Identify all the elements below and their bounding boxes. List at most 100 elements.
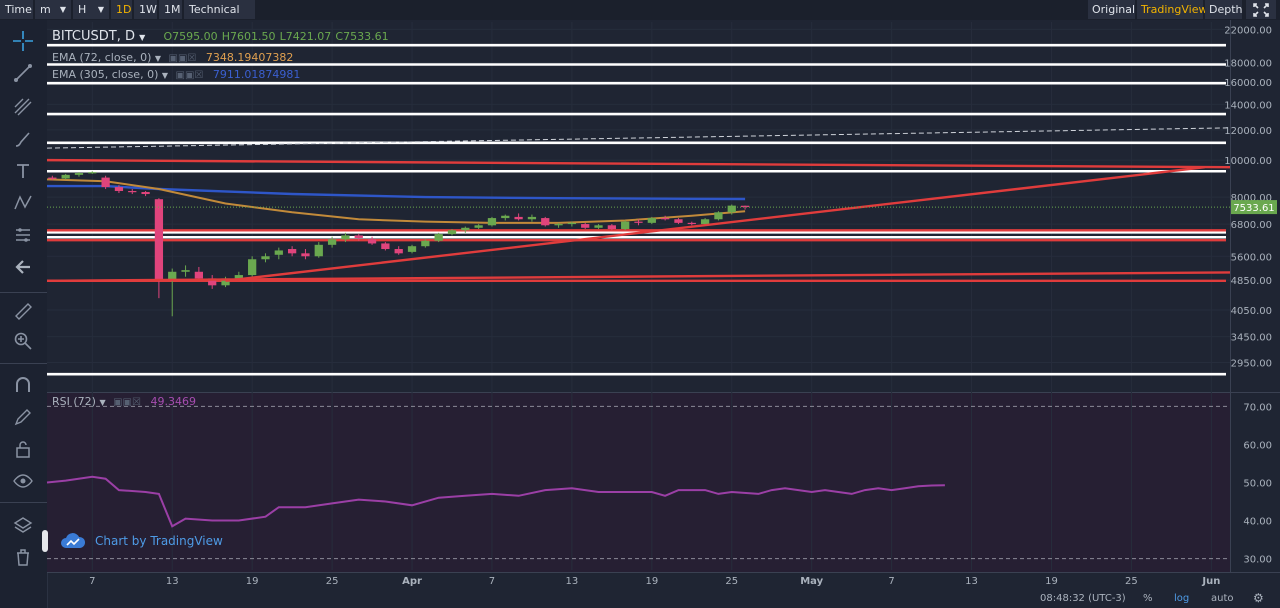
price-tick-label: 6800.00 [1231,220,1272,231]
price-tick-label: 18000.00 [1224,59,1272,70]
rsi-value: 49.3469 [150,395,196,408]
trash-icon [17,549,29,566]
time-tick-label: Jun [1201,576,1220,587]
rsi-tick-label: 40.00 [1243,517,1272,528]
text-tool[interactable] [10,158,36,184]
price-tick-label: 10000.00 [1224,156,1272,167]
settings-icon[interactable]: ▣▣☒ [168,53,197,64]
candle-down [381,243,390,250]
price-tick-label: 3450.00 [1231,333,1272,344]
magnet-tool[interactable] [10,372,36,398]
dashed-trendline [46,127,1231,149]
candle-down [394,249,403,254]
candle-up [621,221,630,230]
hide-toolbar-button[interactable] [10,254,36,280]
object-tree-button[interactable] [10,512,36,538]
rsi-tick-label: 30.00 [1243,555,1272,566]
candle-up [88,172,97,174]
candle-up [168,271,177,281]
symbol-legend[interactable]: BITCUSDT, D ▼ O7595.00 H7601.50 L7421.07… [52,29,389,44]
price-tick-label: 4850.00 [1231,276,1272,287]
price-tick-label: 8000.00 [1231,193,1272,204]
candle-down [367,239,377,244]
percent-toggle[interactable]: % [1143,593,1153,604]
candle-up [61,174,70,179]
crosshair-icon [13,31,33,51]
fullscreen-button[interactable] [1246,0,1276,19]
tradingview-watermark[interactable]: Chart by TradingView [42,530,223,552]
ruler-tool[interactable] [10,298,36,324]
candle-down [740,205,750,208]
hide-drawings-button[interactable] [10,468,36,494]
interval-1w[interactable]: 1W [134,0,157,19]
time-tick-label: 19 [246,576,259,587]
time-button[interactable]: Time [0,0,33,19]
pattern-tool[interactable] [10,190,36,216]
ema72-legend[interactable]: EMA (72, close, 0) ▼ ▣▣☒ 7348.19407382 [52,51,293,64]
minutes-dropdown[interactable]: m ▼ [35,0,71,19]
candle-up [407,246,417,252]
ohlc-close: C7533.61 [335,30,389,43]
remove-drawings-button[interactable] [10,544,36,570]
lock-drawings-button[interactable] [10,436,36,462]
candle-up [261,256,270,260]
candle-up [474,225,483,228]
candle-down [607,225,616,230]
candle-down [154,199,164,281]
rsi-tick-label: 50.00 [1243,479,1272,490]
time-tick-label: 19 [645,576,658,587]
rsi-legend[interactable]: RSI (72) ▼ ▣▣☒ 49.3469 [52,395,196,408]
caret-down-icon: ▼ [99,398,106,407]
price-tick-label: 4050.00 [1231,306,1272,317]
brush-icon [15,132,30,147]
time-tick-label: May [800,576,823,587]
red-trendline [46,158,1231,169]
candle-down [541,218,550,226]
price-tick-label: 22000.00 [1224,25,1272,36]
interval-1m[interactable]: 1M [159,0,182,19]
time-tick-label: 13 [965,576,978,587]
rsi-pane-background [47,393,1230,572]
crosshair-tool[interactable] [10,28,36,54]
auto-toggle[interactable]: auto [1211,593,1234,604]
layers-icon [13,517,33,533]
measure-tool[interactable] [10,222,36,248]
sidebar-divider [0,363,47,364]
candle-down [354,235,363,239]
view-tradingview-tab[interactable]: TradingView [1137,0,1207,19]
candle-up [234,275,243,279]
brush-tool[interactable] [10,126,36,152]
price-tick-label: 2950.00 [1231,359,1272,370]
stay-in-drawing-mode[interactable] [10,404,36,430]
candle-down [661,218,670,220]
interval-1d[interactable]: 1D [111,0,132,19]
time-tick-label: 13 [566,576,579,587]
settings-icon[interactable]: ▣▣☒ [113,397,141,408]
candle-up [727,205,736,213]
candle-up [221,278,230,286]
clock-readout: 08:48:32 (UTC-3) [1040,593,1126,604]
candle-up [327,239,337,245]
ohlc-high: H7601.50 [221,30,276,43]
log-toggle[interactable]: log [1174,593,1190,604]
ema305-legend[interactable]: EMA (305, close, 0) ▼ ▣▣☒ 7911.01874981 [52,68,300,81]
ema305-value: 7911.01874981 [212,68,301,81]
trend-line-tool[interactable] [10,60,36,86]
pencil-lock-icon [14,409,31,426]
candle-down [101,177,110,188]
hours-dropdown[interactable]: H ▼ [73,0,109,19]
price-tick-label: 16000.00 [1224,78,1272,89]
candle-up [714,212,723,220]
view-depth-tab[interactable]: Depth [1205,0,1243,19]
parallel-channel-tool[interactable] [10,94,36,120]
gear-icon[interactable]: ⚙ [1253,591,1264,605]
time-tick-label: 7 [489,576,495,587]
scroll-handle[interactable] [42,530,48,552]
time-tick-label: 25 [725,576,738,587]
settings-icon[interactable]: ▣▣☒ [175,70,204,81]
candle-up [314,244,323,257]
zoom-tool[interactable] [10,328,36,354]
candle-up [554,224,563,226]
view-original-tab[interactable]: Original [1088,0,1135,19]
